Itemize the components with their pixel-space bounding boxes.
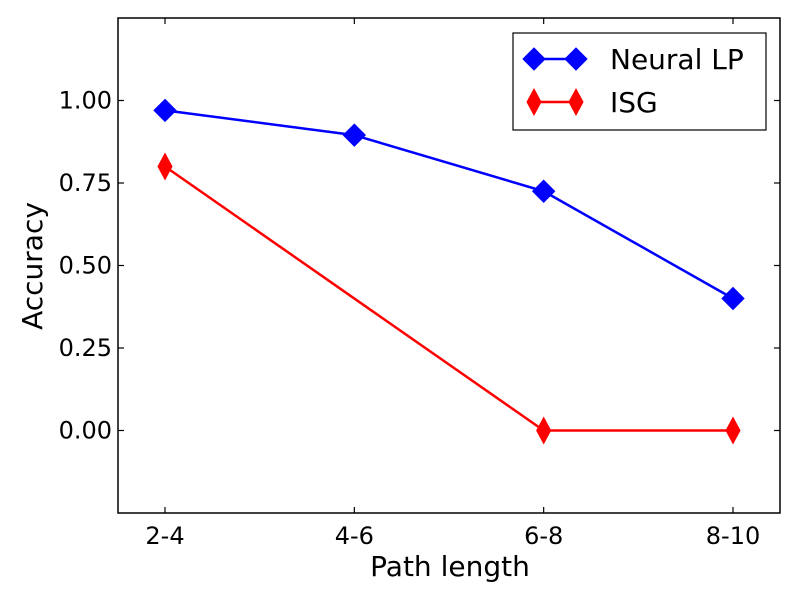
data-point-isg-2-4: [157, 152, 173, 181]
legend-marker-neural-lp: [564, 47, 588, 71]
tick-layer: 2-4 4-6 6-8 8-10 0.00 0.25 0.50 0.75 1.00: [59, 18, 780, 550]
series-layer: [153, 98, 745, 445]
y-tick-label: 0.25: [59, 334, 112, 362]
legend-label-isg: ISG: [610, 86, 658, 119]
data-point-neural-lp-6-8: [531, 179, 556, 203]
legend-markers-neural-lp: [522, 47, 588, 71]
y-tick-label: 0.75: [59, 169, 112, 197]
x-tick-label: 6-8: [524, 522, 563, 550]
x-tick-label: 8-10: [706, 522, 760, 550]
legend-marker-isg: [526, 87, 542, 117]
x-tick-label: 4-6: [335, 522, 374, 550]
series-line-neural-lp: [164, 109, 734, 300]
legend: Neural LP ISG: [512, 32, 767, 131]
x-axis-label: Path length: [370, 550, 530, 583]
legend-label-neural-lp: Neural LP: [610, 43, 744, 76]
x-tick-label: 2-4: [145, 522, 184, 550]
data-point-neural-lp-2-4: [153, 98, 177, 123]
y-tick-label: 0.50: [59, 252, 112, 280]
data-point-isg-8-10: [725, 416, 741, 445]
y-tick-label: 1.00: [59, 87, 112, 115]
y-axis-label: Accuracy: [16, 202, 49, 330]
legend-markers-isg: [526, 87, 584, 117]
legend-marker-isg: [568, 87, 584, 117]
data-point-neural-lp-4-6: [342, 123, 367, 147]
legend-marker-neural-lp: [522, 47, 546, 71]
legend-box: [512, 32, 767, 131]
data-point-neural-lp-8-10: [721, 286, 745, 311]
y-tick-label: 0.00: [59, 417, 112, 445]
data-point-isg-6-8: [536, 416, 552, 445]
